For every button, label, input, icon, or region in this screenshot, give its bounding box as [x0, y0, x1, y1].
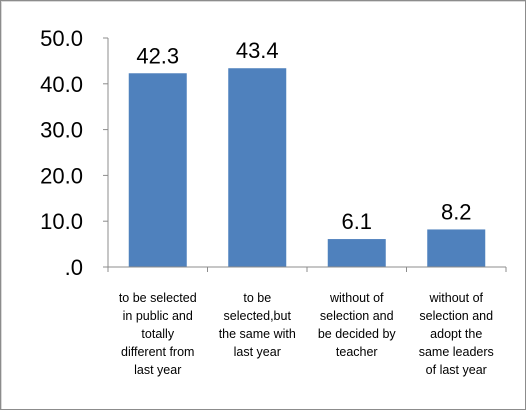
y-tick-label: .0 — [65, 255, 83, 280]
category-label-line: last year — [234, 345, 281, 359]
category-label-line: to be — [243, 291, 271, 305]
category-label-line: the same with — [219, 327, 296, 341]
category-label: to be selected,but the same with last year — [219, 291, 296, 359]
category-label-line: last year — [134, 363, 181, 377]
y-tick-label: 10.0 — [40, 209, 83, 234]
category-label-line: selection and — [419, 309, 493, 323]
bar — [427, 229, 486, 267]
category-label-line: without of — [329, 291, 384, 305]
category-label-line: to be selected — [119, 291, 197, 305]
category-label-line: without of — [428, 291, 483, 305]
bar — [128, 73, 187, 268]
category-label-line: of last year — [426, 363, 487, 377]
y-tick-label: 20.0 — [40, 163, 83, 188]
category-label-line: be decided by — [318, 327, 397, 341]
data-label: 43.4 — [236, 38, 279, 63]
data-label: 42.3 — [136, 43, 179, 68]
x-axis: to be selected in public and totally differ… — [107, 266, 507, 377]
category-label-line: different from — [121, 345, 194, 359]
category-label-line: selection and — [320, 309, 394, 323]
category-label-line: same leaders — [419, 345, 494, 359]
data-label: 8.2 — [441, 199, 472, 224]
y-tick-label: 40.0 — [40, 72, 83, 97]
bars: 42.3 43.4 6.1 8.2 — [128, 38, 486, 268]
data-label: 6.1 — [341, 209, 372, 234]
category-label: without of selection and be decided by teac… — [318, 291, 397, 359]
category-label-line: totally — [141, 327, 174, 341]
category-label: without of selection and adopt the same lea… — [419, 291, 494, 377]
y-axis: .0 10.0 20.0 30.0 40.0 50.0 — [40, 26, 109, 280]
category-label-line: adopt the — [430, 327, 482, 341]
category-label: to be selected in public and totally differ… — [119, 291, 197, 377]
bar — [327, 239, 386, 267]
y-tick-label: 50.0 — [40, 26, 83, 51]
category-label-line: selected,but — [224, 309, 292, 323]
category-label-line: teacher — [336, 345, 378, 359]
y-tick-label: 30.0 — [40, 118, 83, 143]
category-label-line: in public and — [123, 309, 193, 323]
bar — [228, 68, 287, 267]
